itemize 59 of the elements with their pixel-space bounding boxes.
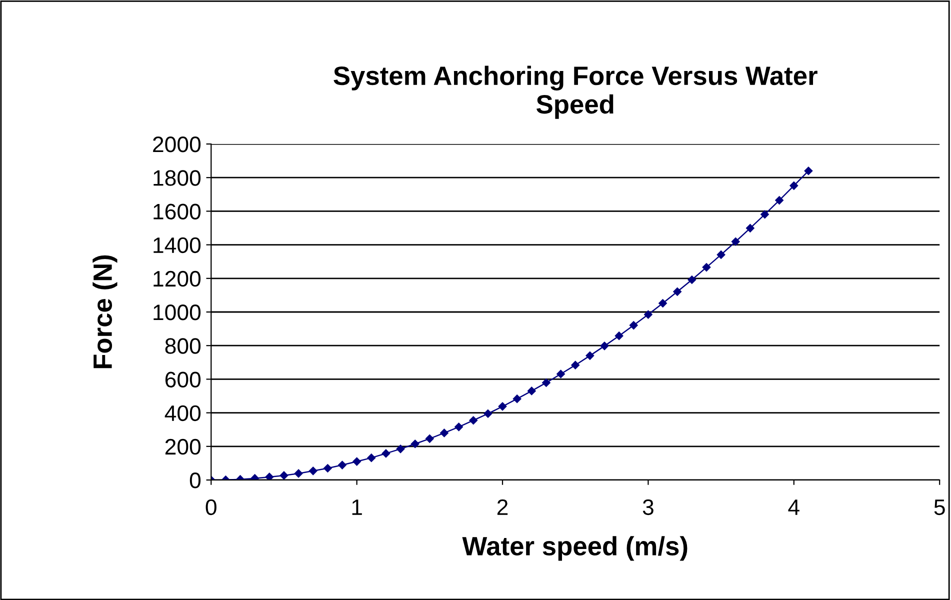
point	[512, 394, 522, 403]
point	[484, 410, 492, 418]
point	[440, 428, 448, 438]
x-tick-label: 3	[642, 499, 654, 516]
point	[338, 460, 346, 470]
point	[265, 472, 274, 480]
point	[702, 263, 711, 272]
point	[528, 386, 536, 396]
chart-title: System Anchoring Force Versus Water Speed	[334, 66, 818, 119]
point	[308, 466, 318, 476]
y-tick-label: 1800	[154, 170, 201, 186]
point	[294, 469, 303, 478]
y-tick-label: 1200	[154, 270, 201, 287]
point	[760, 210, 769, 219]
point	[469, 416, 478, 424]
y-tick-label: 400	[164, 405, 201, 422]
point	[426, 434, 434, 443]
x-tick-label: 2	[497, 499, 508, 515]
point	[396, 444, 405, 454]
y-axis-title: Force (N)	[92, 255, 118, 368]
y-tick-label: 1000	[154, 304, 201, 320]
point	[658, 299, 667, 308]
point	[644, 310, 652, 319]
x-tick-label: 1	[352, 500, 362, 515]
point	[542, 378, 550, 387]
point	[410, 440, 420, 448]
point	[382, 449, 390, 458]
point	[716, 250, 726, 259]
y-tick-label: 600	[165, 372, 201, 388]
point	[280, 471, 288, 480]
point	[498, 402, 507, 411]
point	[556, 370, 565, 378]
point	[324, 464, 332, 472]
x-tick-label: 5	[934, 500, 945, 516]
y-tick-label: 200	[165, 438, 201, 455]
point	[731, 237, 740, 246]
x-tick-label: 4	[788, 500, 800, 515]
x-tick-label: 0	[206, 499, 216, 516]
point	[804, 166, 813, 176]
y-tick-label: 2000	[153, 136, 201, 152]
point	[586, 352, 594, 360]
x-axis-title: Water speed (m/s)	[462, 536, 688, 561]
point	[790, 182, 798, 190]
point	[614, 332, 624, 340]
point	[367, 454, 376, 462]
point	[673, 288, 682, 296]
point	[775, 196, 784, 204]
y-tick-label: 1400	[154, 237, 201, 254]
point	[600, 342, 609, 350]
point	[746, 224, 754, 232]
y-tick-label: 800	[165, 338, 201, 354]
y-tick-label: 0	[190, 472, 201, 488]
point	[250, 474, 259, 480]
point	[688, 276, 696, 284]
point	[454, 422, 463, 432]
point	[630, 321, 638, 330]
y-tick-label: 1600	[154, 204, 201, 220]
point	[571, 360, 580, 370]
point	[352, 457, 361, 466]
